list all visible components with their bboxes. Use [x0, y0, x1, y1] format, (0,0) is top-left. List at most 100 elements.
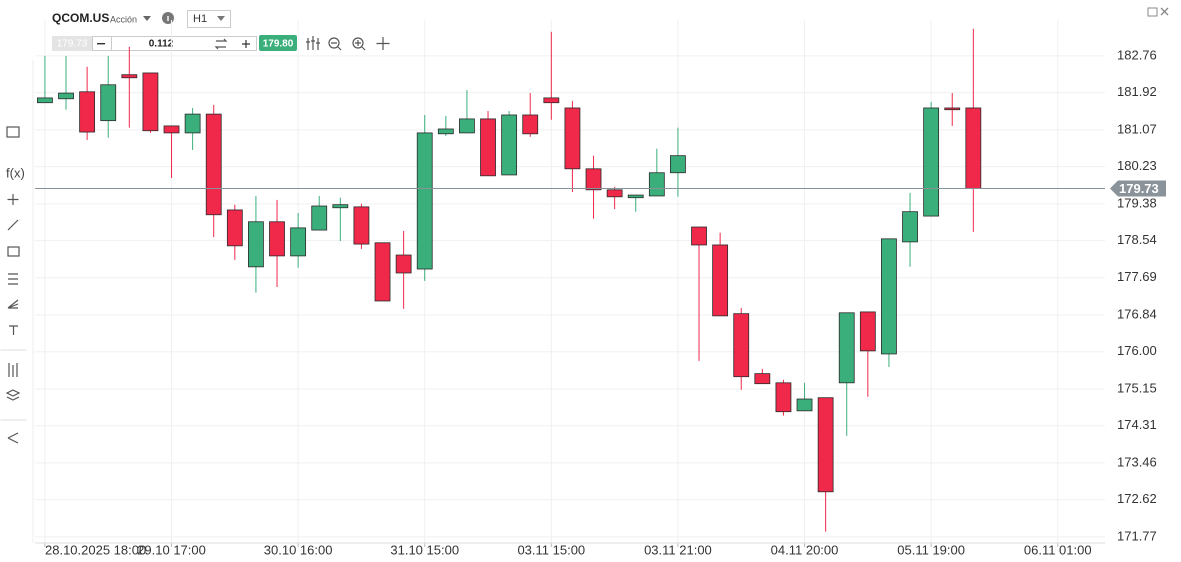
y-tick-label: 177.69: [1117, 269, 1157, 284]
timeframe-dropdown[interactable]: [217, 16, 225, 21]
crosshair-icon[interactable]: [7, 194, 19, 205]
asset-type: Acción: [110, 14, 137, 24]
y-tick-label: 172.62: [1117, 491, 1157, 506]
swap-icon[interactable]: [214, 38, 228, 50]
y-tick-label: 173.46: [1117, 454, 1157, 469]
candle-body: [670, 155, 686, 174]
candle-body: [332, 204, 349, 209]
x-tick-label: 03.11 21:00: [644, 542, 712, 557]
candle-body: [416, 132, 433, 270]
candle-body: [691, 226, 707, 246]
candle-body: [522, 114, 539, 135]
y-tick-label: 181.92: [1117, 84, 1157, 99]
candle-body: [121, 74, 138, 79]
layers-icon[interactable]: [5, 389, 21, 401]
plus-button[interactable]: [242, 40, 250, 48]
candle-body: [796, 398, 813, 412]
symbol-dropdown[interactable]: [143, 16, 151, 21]
share-icon[interactable]: [7, 432, 19, 444]
candle-body: [290, 227, 307, 257]
timeframe-box[interactable]: [187, 10, 231, 28]
x-tick-label: 06.11 01:00: [1024, 542, 1092, 557]
candle-body: [142, 72, 159, 132]
candle-body: [881, 238, 897, 355]
candle-body: [395, 254, 412, 274]
candle-body: [437, 128, 454, 135]
chart-type-icon[interactable]: [306, 36, 320, 50]
y-tick-label: 176.84: [1117, 306, 1157, 321]
candle-body: [79, 91, 96, 133]
layout-icon[interactable]: [6, 126, 20, 138]
sell-price[interactable]: 179.73: [57, 39, 88, 50]
x-tick-label: 04.11 20:00: [771, 542, 839, 557]
candle-body: [923, 107, 940, 217]
y-tick-label: 180.23: [1117, 158, 1157, 173]
y-tick-label: 182.76: [1117, 47, 1157, 62]
indicators-icon[interactable]: [8, 363, 18, 377]
candle-body: [944, 107, 961, 111]
trendline-icon[interactable]: [7, 219, 19, 231]
candle-body: [859, 311, 876, 352]
x-tick-label: 05.11 19:00: [897, 542, 965, 557]
candle-body: [353, 206, 370, 245]
pan-icon[interactable]: [376, 37, 390, 50]
x-tick-label: 28.10.2025 18:00: [45, 542, 146, 557]
candle-body: [226, 209, 243, 247]
last-price-tag: [1110, 180, 1166, 197]
y-tick-label: 178.54: [1117, 232, 1157, 247]
zoom-in-icon[interactable]: [352, 37, 364, 49]
plot-area: 182.76 181.92 181.07 180.23 179.38 178.54 177.…: [32, 20, 1166, 557]
zoom-out-icon[interactable]: [328, 37, 340, 49]
candle-body: [838, 312, 855, 384]
function-icon[interactable]: f(x): [6, 165, 25, 180]
candle-body: [733, 313, 750, 378]
candle-body: [501, 114, 518, 176]
timeframe[interactable]: H1: [193, 13, 207, 25]
buy-button[interactable]: [259, 35, 297, 51]
candle-body: [480, 118, 496, 177]
candle-body: [374, 242, 391, 302]
y-tick-label: 174.31: [1117, 417, 1157, 432]
text-icon[interactable]: [9, 325, 18, 335]
candle-body: [817, 397, 834, 493]
candle-body: [100, 84, 117, 122]
zoom-out-glyph: [331, 42, 342, 51]
shape-icon[interactable]: [7, 246, 20, 257]
candle-body: [459, 118, 475, 134]
y-tick-label: 181.07: [1117, 121, 1157, 136]
candle-body: [754, 373, 771, 385]
y-tick-label: 179.38: [1117, 195, 1157, 210]
last-price-label: 179.73: [1119, 181, 1159, 196]
y-tick-label: 171.77: [1117, 528, 1157, 543]
candle-body: [184, 113, 201, 134]
symbol[interactable]: QCOM.US: [52, 11, 109, 25]
candle-body: [543, 97, 560, 104]
candle-body: [269, 221, 285, 257]
fibonacci-icon[interactable]: [8, 273, 18, 285]
candle-body: [585, 168, 602, 191]
candle-body: [712, 244, 729, 317]
candle-body: [965, 107, 982, 189]
candle-body: [37, 97, 53, 104]
y-tick-label: 176.00: [1117, 343, 1157, 358]
y-tick-label: 175.15: [1117, 380, 1157, 395]
candle-body: [648, 172, 665, 197]
candle-body: [564, 107, 581, 170]
x-tick-label: 30.10 16:00: [264, 542, 333, 557]
info-glyph: [167, 16, 169, 21]
candle-body: [248, 221, 264, 268]
buy-price[interactable]: 179.80: [263, 39, 294, 50]
volume[interactable]: 0.112: [149, 39, 174, 50]
x-tick-label: 31.10 15:00: [390, 542, 459, 557]
close-icon[interactable]: [1160, 7, 1169, 16]
fan-icon[interactable]: [7, 299, 19, 309]
minimize-icon[interactable]: [1147, 7, 1158, 17]
candle-body: [311, 205, 328, 231]
volume-input[interactable]: [111, 36, 257, 51]
x-tick-label: 03.11 15:00: [517, 542, 585, 557]
candle-body: [58, 92, 74, 100]
minus-glyph: [97, 43, 105, 45]
sell-button[interactable]: [52, 36, 92, 51]
